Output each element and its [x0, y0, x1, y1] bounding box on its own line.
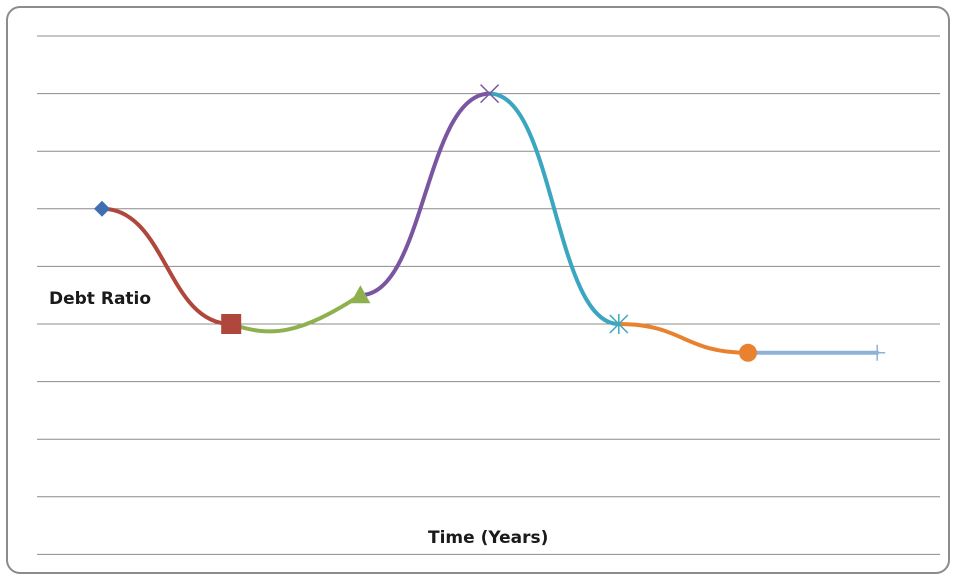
x-axis-label: Time (Years)	[426, 528, 551, 548]
series-segment-line	[100, 206, 234, 326]
series-segment-line	[358, 91, 492, 298]
data-point-marker	[221, 314, 242, 334]
chart-plot-area	[37, 35, 940, 555]
series-segment-line	[487, 91, 621, 326]
data-point-marker	[94, 200, 110, 217]
data-point-marker	[350, 285, 371, 304]
y-axis-label: Debt Ratio	[47, 289, 154, 309]
chart-frame: Debt Ratio Time (Years)	[6, 6, 950, 574]
data-point-marker	[609, 314, 629, 334]
series-segment-line	[616, 322, 750, 355]
data-point-marker	[480, 84, 500, 104]
data-point-marker	[739, 343, 757, 362]
data-point-marker	[869, 344, 886, 361]
series-segment-line	[229, 293, 363, 334]
